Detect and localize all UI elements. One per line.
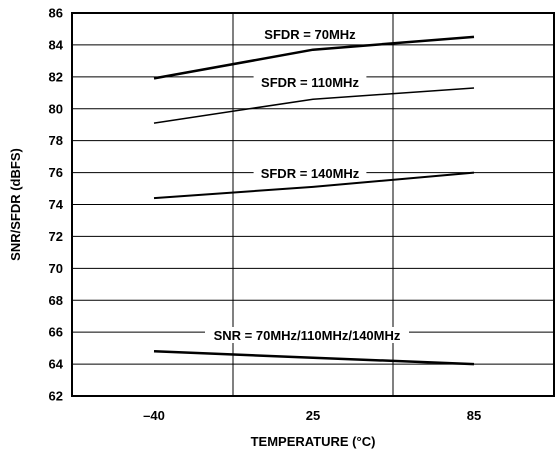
y-tick-label: 66 [49, 325, 63, 340]
series-label-bg [205, 327, 409, 343]
series-line-2 [153, 171, 475, 200]
x-tick-labels: –40 25 85 [143, 408, 481, 423]
y-tick-labels: 62 64 66 68 70 72 74 76 78 80 82 84 86 [49, 6, 64, 404]
y-axis-title: SNR/SFDR (dBFS) [8, 148, 23, 261]
series-line-0 [153, 35, 475, 80]
x-tick-label: 25 [306, 408, 320, 423]
series-line-3 [153, 350, 475, 366]
series-label-3: SNR = 70MHz/110MHz/140MHz [214, 328, 401, 343]
y-tick-label: 62 [49, 389, 63, 404]
y-tick-label: 82 [49, 69, 63, 84]
y-tick-label: 72 [49, 229, 63, 244]
plot-frame [71, 12, 555, 397]
y-tick-label: 64 [49, 357, 64, 372]
x-tick-label: –40 [143, 408, 165, 423]
y-tick-label: 76 [49, 165, 63, 180]
series-label-2: SFDR = 140MHz [261, 166, 360, 181]
series-lines [153, 35, 475, 366]
y-tick-label: 80 [49, 101, 63, 116]
series-line-1 [153, 87, 475, 124]
y-tick-label: 70 [49, 261, 63, 276]
series-label-bg [257, 26, 363, 42]
y-tick-label: 78 [49, 133, 63, 148]
series-label-0: SFDR = 70MHz [264, 27, 356, 42]
y-tick-label: 86 [49, 6, 63, 21]
y-tick-label: 74 [49, 197, 64, 212]
y-tick-label: 68 [49, 293, 63, 308]
series-labels: SFDR = 70MHz SFDR = 110MHz SFDR = 140MHz SN… [205, 26, 409, 343]
series-label-bg [253, 165, 367, 181]
series-label-bg [253, 74, 367, 90]
x-axis-title: TEMPERATURE (°C) [251, 434, 376, 449]
series-label-1: SFDR = 110MHz [261, 75, 359, 90]
x-tick-label: 85 [467, 408, 481, 423]
y-tick-label: 84 [49, 37, 64, 52]
